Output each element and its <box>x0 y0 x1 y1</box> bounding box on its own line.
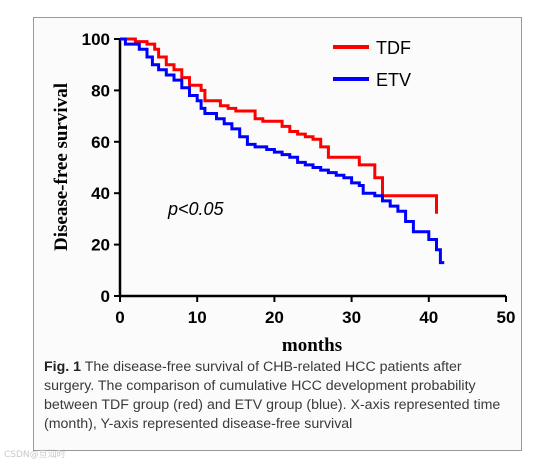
figure-frame <box>33 17 522 451</box>
x-ticks: 0 10 20 30 40 50 <box>115 296 515 327</box>
x-tick-label: 40 <box>419 308 438 327</box>
x-tick-label: 30 <box>342 308 361 327</box>
y-tick-label: 20 <box>91 236 110 255</box>
legend: TDF ETV <box>333 38 411 90</box>
series-lines <box>120 37 445 265</box>
figure-caption: Fig. 1 The disease-free survival of CHB-… <box>44 358 514 434</box>
x-tick-label: 20 <box>265 308 284 327</box>
y-ticks: 0 20 40 60 80 100 <box>82 30 120 306</box>
y-tick-label: 60 <box>91 133 110 152</box>
x-tick-label: 50 <box>497 308 516 327</box>
series-line-tdf <box>120 37 438 214</box>
caption-label: Fig. 1 <box>44 359 82 375</box>
y-axis-label: Disease-free survival <box>51 83 72 251</box>
chart-axes <box>118 39 506 298</box>
caption-text: The disease-free survival of CHB-related… <box>44 359 501 432</box>
y-tick-label: 80 <box>91 81 110 100</box>
legend-label-etv: ETV <box>376 70 411 90</box>
watermark-text: CSDN@旦汕时 <box>4 450 66 460</box>
legend-label-tdf: TDF <box>376 38 411 58</box>
y-tick-label: 100 <box>82 30 110 49</box>
x-axis-label: months <box>282 335 342 356</box>
x-tick-label: 0 <box>115 308 124 327</box>
y-tick-label: 40 <box>91 184 110 203</box>
p-value-annotation: p<0.05 <box>167 199 225 219</box>
x-tick-label: 10 <box>188 308 207 327</box>
series-line-etv <box>120 37 445 265</box>
y-tick-label: 0 <box>101 287 110 306</box>
